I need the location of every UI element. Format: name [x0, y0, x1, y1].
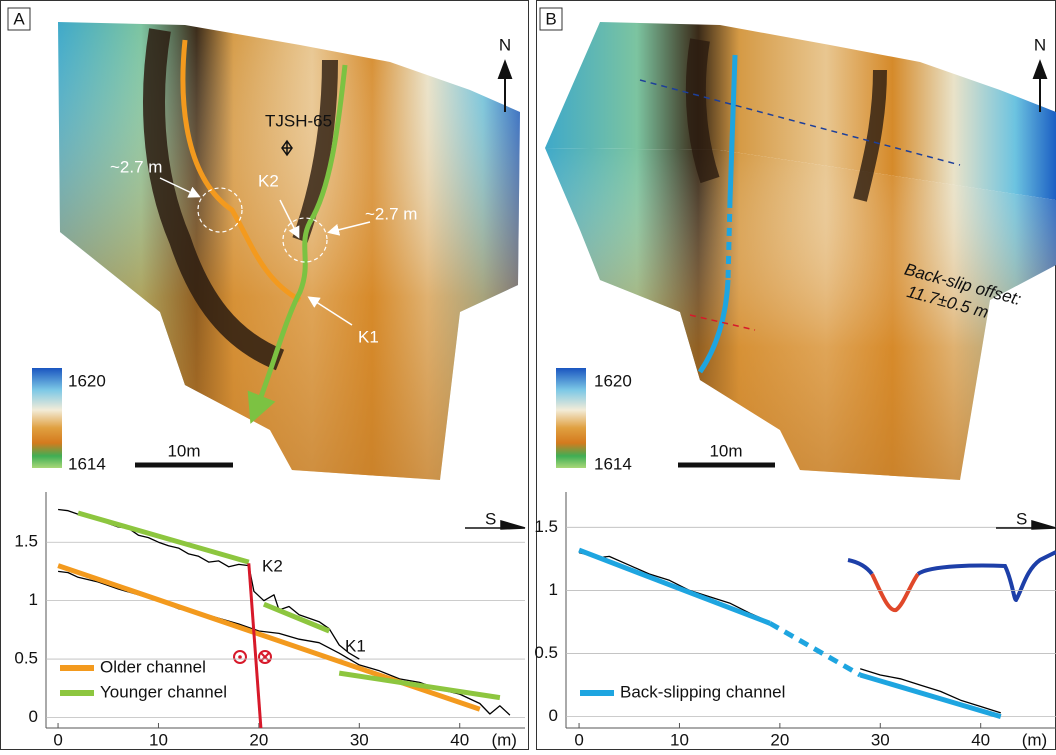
y-tick-label: 0: [29, 707, 38, 726]
colorbar-label: 1620: [68, 371, 106, 390]
map-label: ~2.7 m: [365, 204, 417, 223]
legend-label: Older channel: [100, 657, 206, 676]
y-tick-label: 0.5: [534, 643, 558, 662]
map-label: K1: [358, 327, 379, 346]
y-tick-label: 0: [549, 706, 558, 725]
north-label: N: [499, 35, 511, 54]
x-tick-label: 40: [450, 730, 469, 749]
y-tick-label: 1: [549, 580, 558, 599]
map-b: [545, 22, 1056, 480]
x-tick-label: 10: [670, 730, 689, 749]
plot-area: [57, 508, 511, 728]
colorbar-label: 1614: [68, 454, 106, 473]
x-unit: (m): [1022, 730, 1047, 749]
x-tick-label: 20: [249, 730, 268, 749]
y-tick-label: 1: [29, 590, 38, 609]
direction-label: S: [485, 509, 496, 528]
annotation: K2: [262, 556, 283, 575]
x-unit: (m): [491, 730, 516, 749]
x-tick-label: 30: [871, 730, 890, 749]
colorbar-label: 1614: [594, 454, 632, 473]
map-label: K2: [258, 171, 279, 190]
fault-line: [247, 563, 263, 728]
map-label: TJSH-65: [265, 111, 332, 130]
map-a: [32, 22, 520, 480]
direction-arrow: [465, 520, 526, 530]
plot-area: [578, 547, 1002, 720]
colorbar-label: 1620: [594, 371, 632, 390]
fault-symbols: [233, 650, 272, 664]
panel-label-box: [539, 7, 563, 31]
channel-segment: [578, 547, 771, 626]
y-tick-label: 1.5: [14, 532, 38, 551]
y-tick-label: 0.5: [14, 649, 38, 668]
map-label: ~2.7 m: [110, 157, 162, 176]
x-tick-label: 30: [350, 730, 369, 749]
annotation: K1: [345, 636, 366, 655]
x-tick-label: 0: [574, 730, 583, 749]
scale-label: 10m: [167, 441, 200, 460]
north-label: N: [1034, 35, 1046, 54]
legend-label: Back-slipping channel: [620, 682, 785, 701]
x-tick-label: 20: [770, 730, 789, 749]
panel-label: A: [13, 9, 25, 28]
direction-arrow: [996, 520, 1056, 530]
channel-segment: [859, 672, 1002, 720]
x-tick-label: 10: [149, 730, 168, 749]
y-tick-label: 1.5: [534, 517, 558, 536]
cross-section-inset: [847, 550, 1056, 612]
direction-label: S: [1016, 509, 1027, 528]
scale-label: 10m: [709, 441, 742, 460]
x-tick-label: 0: [53, 730, 62, 749]
panel-label-box: [7, 7, 31, 31]
x-tick-label: 40: [971, 730, 990, 749]
channel-line: [77, 510, 501, 701]
panel-label: B: [545, 9, 556, 28]
channel-segment: [768, 621, 862, 678]
legend-label: Younger channel: [100, 682, 227, 701]
